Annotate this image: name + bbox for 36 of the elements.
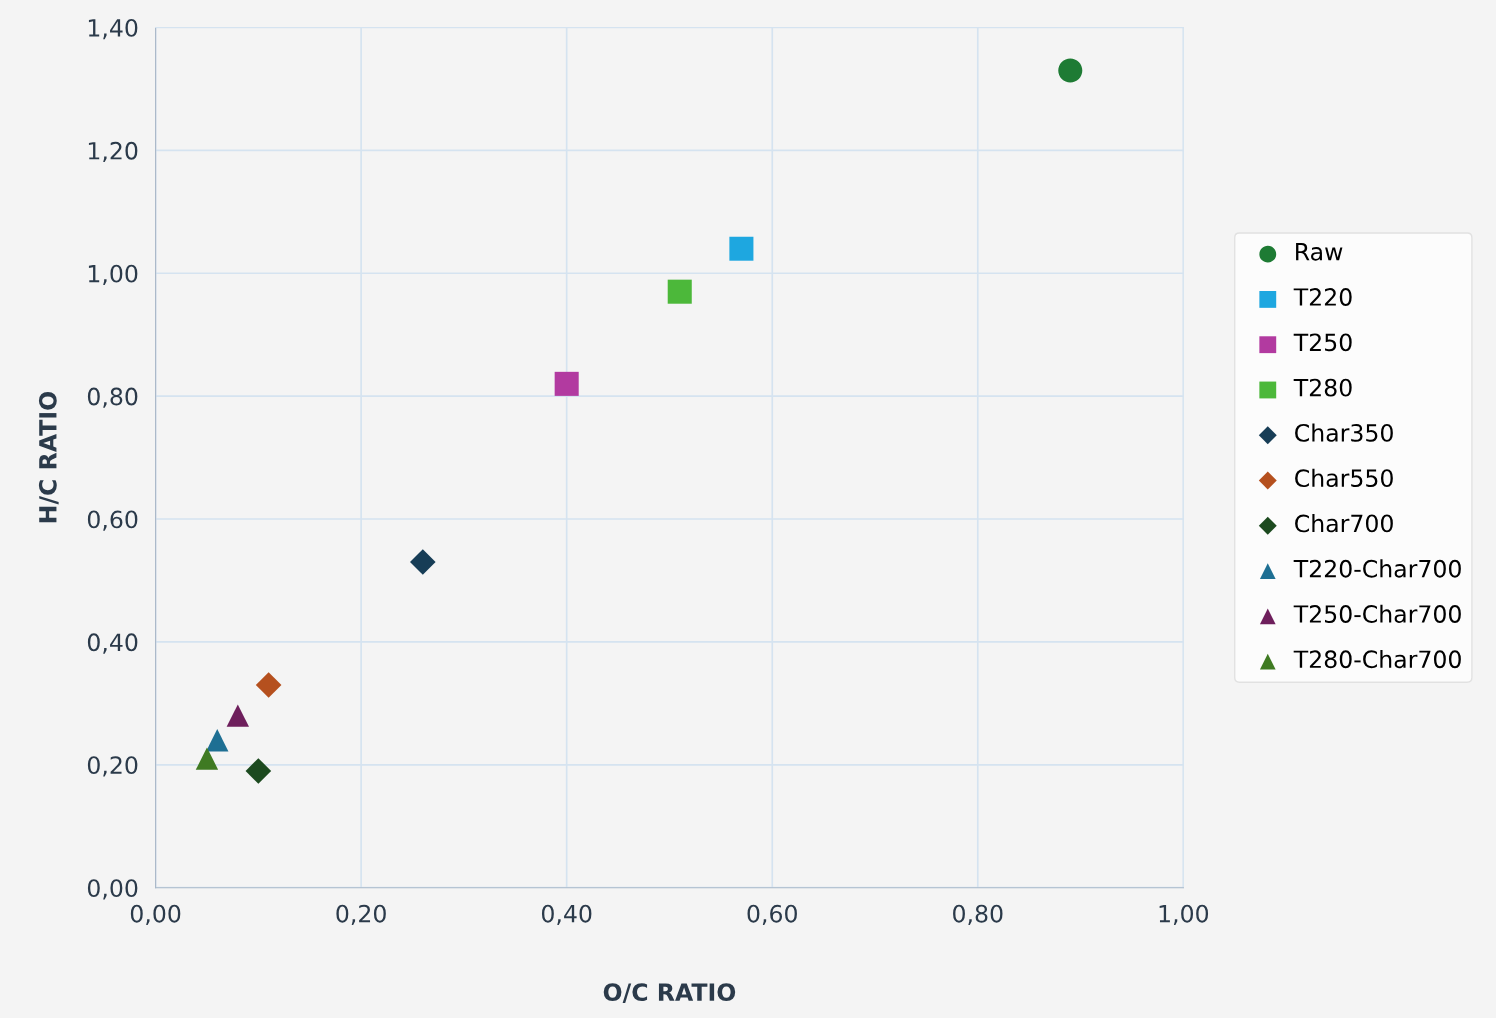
- y-axis-title: H/C RATIO: [38, 392, 59, 523]
- legend-label: Char550: [1295, 468, 1393, 488]
- point: [206, 729, 229, 752]
- legend-label: T280-Char700: [1293, 649, 1461, 669]
- point: [729, 236, 754, 261]
- x-tick-label: 0,00: [130, 904, 181, 926]
- legend-label: T220: [1293, 288, 1352, 306]
- y-tick-label: 0,00: [87, 879, 138, 900]
- point: [245, 758, 272, 784]
- point: [667, 279, 692, 304]
- x-tick-label: 0,20: [336, 904, 386, 926]
- legend-label: Raw: [1296, 243, 1343, 261]
- y-tick-label: 1,40: [88, 18, 138, 40]
- y-tick-label: 0,20: [87, 756, 138, 777]
- legend-label: T250: [1293, 333, 1352, 352]
- legend-label: Char350: [1295, 423, 1393, 442]
- x-tick-label: 0,80: [953, 904, 1003, 926]
- legend-label: Char700: [1295, 514, 1393, 533]
- legend-label: T220-Char700: [1293, 559, 1461, 578]
- x-tick-label: 0,60: [747, 904, 797, 926]
- y-tick-label: 0,60: [87, 510, 138, 531]
- x-tick-label: 0,40: [541, 904, 592, 926]
- legend-label: T250-Char700: [1293, 604, 1461, 623]
- point: [255, 672, 282, 698]
- x-tick-label: 1,00: [1159, 904, 1209, 926]
- point: [409, 549, 436, 575]
- point: [1058, 58, 1083, 83]
- y-tick-label: 0,80: [87, 387, 138, 408]
- y-tick-label: 1,20: [88, 141, 138, 163]
- point: [195, 747, 219, 770]
- y-tick-label: 1,00: [88, 264, 138, 285]
- x-axis-title: O/C RATIO: [603, 983, 736, 1003]
- point: [554, 371, 579, 396]
- legend-label: T280: [1293, 378, 1352, 397]
- point: [226, 704, 249, 727]
- y-tick-label: 0,40: [87, 633, 138, 654]
